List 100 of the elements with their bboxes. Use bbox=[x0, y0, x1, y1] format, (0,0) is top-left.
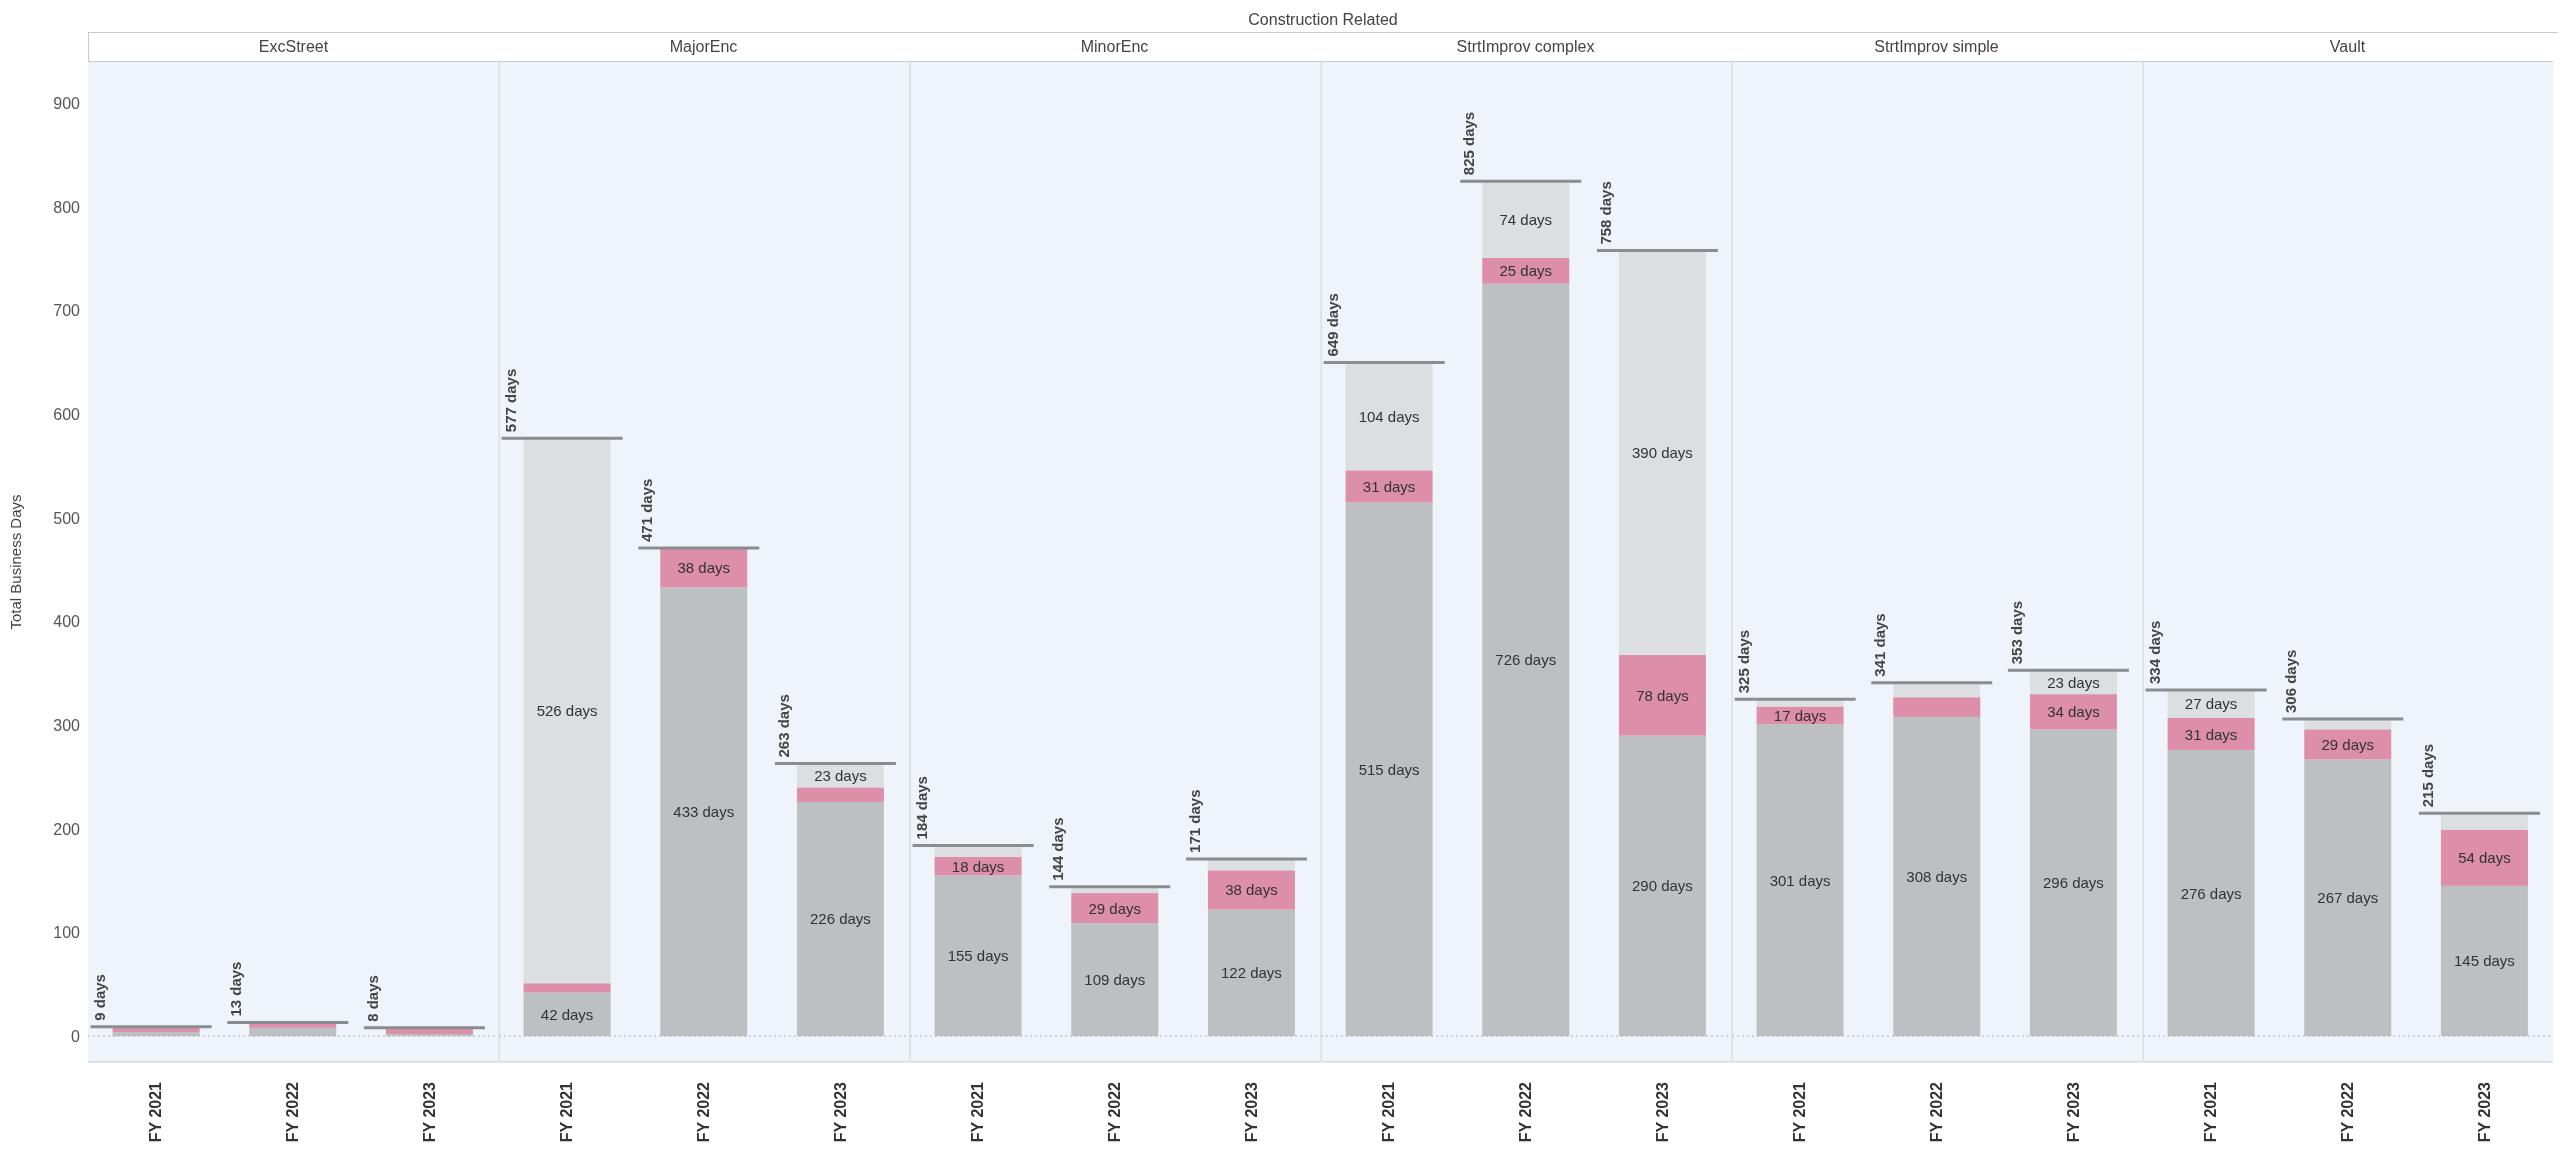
y-tick-label: 800 bbox=[53, 198, 81, 216]
x-tick-label: FY 2022 bbox=[284, 1081, 301, 1143]
data-label: 155 days bbox=[947, 947, 1009, 965]
x-tick-label: FY 2021 bbox=[147, 1081, 165, 1143]
total-label: 306 days bbox=[2282, 649, 2300, 713]
x-tick-label: FY 2023 bbox=[831, 1081, 849, 1143]
data-label: 29 days bbox=[1088, 899, 1142, 917]
total-label: 341 days bbox=[1871, 613, 1889, 677]
data-label: 267 days bbox=[2317, 889, 2379, 907]
total-label: 8 days bbox=[363, 975, 381, 1022]
total-label: 649 days bbox=[1323, 293, 1341, 357]
bar bbox=[1207, 870, 1295, 910]
chart-title: MajorEnc bbox=[498, 33, 909, 62]
data-label: 18 days bbox=[951, 857, 1005, 875]
y-tick-label: 100 bbox=[53, 924, 81, 942]
data-label: 726 days bbox=[1495, 651, 1557, 669]
bar bbox=[523, 983, 611, 993]
bar bbox=[1482, 181, 1570, 258]
x-tick-label: FY 2021 bbox=[1791, 1081, 1809, 1143]
data-label: 78 days bbox=[1636, 686, 1689, 704]
data-label: 145 days bbox=[2453, 952, 2515, 970]
y-tick-label: 900 bbox=[53, 95, 81, 113]
total-label: 144 days bbox=[1049, 817, 1067, 881]
data-label: 226 days bbox=[809, 910, 871, 928]
y-tick-label: 0 bbox=[71, 1027, 81, 1045]
x-tick-label: FY 2023 bbox=[1653, 1081, 1671, 1143]
data-label: 38 days bbox=[1225, 881, 1278, 899]
data-label: 301 days bbox=[1769, 871, 1831, 889]
x-tick-label: FY 2023 bbox=[2475, 1081, 2493, 1143]
x-tick-label: FY 2022 bbox=[1106, 1081, 1123, 1143]
total-label: 171 days bbox=[1185, 789, 1203, 853]
x-tick-label: FY 2023 bbox=[420, 1081, 438, 1143]
data-label: 109 days bbox=[1084, 971, 1146, 989]
total-label: 758 days bbox=[1596, 181, 1614, 245]
y-tick-label: 700 bbox=[53, 302, 81, 320]
x-tick-label: FY 2022 bbox=[1517, 1081, 1534, 1143]
chart-title: ExcStreet bbox=[88, 33, 498, 62]
bar bbox=[1618, 654, 1706, 736]
bar bbox=[2029, 694, 2117, 730]
data-label: 526 days bbox=[536, 702, 598, 720]
total-label: 334 days bbox=[2145, 620, 2163, 684]
data-label: 25 days bbox=[1499, 262, 1553, 280]
chart-title: StrtImprov complex bbox=[1320, 33, 1731, 62]
data-label: 31 days bbox=[2184, 725, 2238, 743]
x-tick-label: FY 2021 bbox=[558, 1081, 576, 1143]
data-label: 34 days bbox=[2047, 703, 2100, 721]
data-label: 276 days bbox=[2180, 884, 2242, 902]
total-label: 471 days bbox=[638, 478, 656, 543]
data-label: 290 days bbox=[1631, 877, 1693, 895]
data-label: 515 days bbox=[1358, 760, 1420, 778]
chart-title: Vault bbox=[2142, 33, 2553, 62]
x-tick-label: FY 2021 bbox=[969, 1081, 987, 1143]
data-label: 23 days bbox=[814, 766, 867, 784]
bar bbox=[1618, 250, 1706, 655]
data-label: 27 days bbox=[2184, 695, 2238, 713]
x-tick-label: FY 2021 bbox=[2202, 1081, 2220, 1143]
total-label: 325 days bbox=[1734, 629, 1752, 694]
y-tick-label: 200 bbox=[53, 820, 81, 838]
y-tick-label: 300 bbox=[53, 716, 81, 734]
data-label: 42 days bbox=[540, 1005, 594, 1023]
data-label: 433 days bbox=[673, 803, 735, 821]
data-label: 296 days bbox=[2042, 874, 2104, 892]
text: Construction Related bbox=[1248, 11, 1398, 28]
x-tick-label: FY 2023 bbox=[2064, 1081, 2082, 1143]
data-label: 104 days bbox=[1358, 407, 1420, 425]
data-label: 31 days bbox=[1362, 477, 1416, 495]
x-tick-label: FY 2022 bbox=[1928, 1081, 1945, 1143]
x-tick-label: FY 2022 bbox=[695, 1081, 712, 1143]
y-tick-label: 500 bbox=[53, 509, 81, 527]
y-axis-title: Total Business Days bbox=[7, 494, 25, 630]
x-tick-label: FY 2023 bbox=[1242, 1081, 1260, 1143]
data-label: 17 days bbox=[1773, 706, 1827, 724]
data-label: 23 days bbox=[2047, 673, 2100, 691]
chart-title: MinorEnc bbox=[909, 33, 1320, 62]
data-label: 122 days bbox=[1220, 964, 1282, 982]
total-label: 215 days bbox=[2418, 743, 2436, 808]
total-label: 577 days bbox=[501, 368, 519, 433]
total-label: 263 days bbox=[774, 694, 792, 758]
bar bbox=[2440, 829, 2528, 886]
data-label: 29 days bbox=[2321, 735, 2375, 753]
data-label: 74 days bbox=[1499, 211, 1553, 229]
x-tick-label: FY 2022 bbox=[2339, 1081, 2356, 1143]
chart-title: StrtImprov simple bbox=[1731, 33, 2142, 62]
bar bbox=[1893, 697, 1981, 717]
data-label: 38 days bbox=[677, 559, 731, 577]
data-label: 390 days bbox=[1631, 444, 1693, 462]
bar bbox=[523, 438, 611, 984]
y-tick-label: 400 bbox=[53, 613, 81, 631]
total-label: 353 days bbox=[2007, 600, 2025, 665]
total-label: 13 days bbox=[227, 961, 245, 1017]
data-label: 308 days bbox=[1906, 868, 1968, 886]
bar bbox=[1345, 362, 1433, 471]
total-label: 184 days bbox=[912, 776, 930, 840]
bar bbox=[1893, 682, 1981, 698]
bar bbox=[796, 787, 884, 802]
x-tick-label: FY 2021 bbox=[1380, 1081, 1398, 1143]
total-label: 9 days bbox=[90, 974, 108, 1021]
y-tick-label: 600 bbox=[53, 406, 81, 424]
data-label: 54 days bbox=[2458, 849, 2511, 867]
total-label: 825 days bbox=[1460, 111, 1478, 176]
